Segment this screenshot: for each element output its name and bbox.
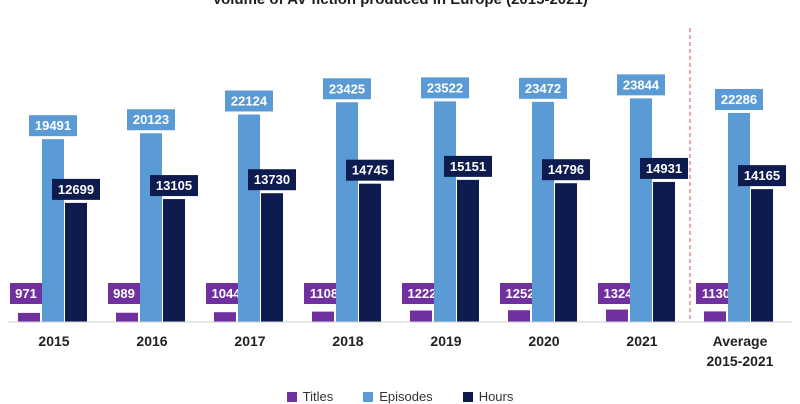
data-label-box-titles-4 [402,283,442,304]
bar-hours-0 [65,202,87,322]
bar-titles-5 [508,310,530,322]
legend-item-hours: Hours [462,389,514,404]
bar-hours-6 [653,181,675,322]
data-label-hours-3: 14745 [352,163,388,178]
legend-item-episodes: Episodes [363,389,433,404]
data-label-box-titles-6 [598,283,638,304]
data-label-hours-1: 13105 [156,178,192,193]
data-label-episodes-1: 20123 [133,112,169,127]
x-tick-label-5: 2020 [528,333,559,349]
bar-hours-1 [163,199,185,322]
data-label-titles-2: 1044 [212,286,242,301]
data-label-box-hours-5 [542,159,590,181]
data-label-box-hours-1 [150,175,198,197]
data-label-hours-7: 14165 [744,168,780,183]
bar-episodes-1 [140,133,162,322]
data-label-box-episodes-5 [519,77,567,99]
legend-label-episodes: Episodes [379,389,433,404]
legend: Titles Episodes Hours [0,389,800,404]
data-label-box-hours-6 [640,157,688,179]
data-label-episodes-2: 22124 [231,93,268,108]
bar-titles-1 [116,312,138,322]
data-label-episodes-0: 19491 [35,118,71,133]
legend-label-titles: Titles [302,389,334,404]
bar-titles-0 [18,312,40,322]
legend-swatch-titles [286,391,297,402]
bar-titles-3 [312,311,334,322]
data-label-box-episodes-2 [225,90,273,112]
data-label-titles-3: 1108 [310,286,338,301]
data-label-episodes-7: 22286 [721,92,757,107]
data-label-box-episodes-4 [421,77,469,99]
bar-titles-4 [410,310,432,322]
data-label-box-hours-4 [444,155,492,177]
data-label-box-hours-7 [738,165,786,187]
chart-title: Volume of AV fiction produced in Europe … [0,0,800,8]
bar-hours-2 [261,193,283,322]
x-tick-label-4: 2019 [430,333,461,349]
data-label-box-titles-0 [10,283,42,304]
data-label-episodes-6: 23844 [623,77,660,92]
legend-swatch-hours [462,391,473,402]
x-tick-label-0: 2015 [38,333,69,349]
x-tick-label-1: 2016 [136,333,167,349]
x-tick-label-6: 2021 [626,333,657,349]
bar-hours-4 [457,179,479,322]
data-label-box-titles-3 [304,283,344,304]
bar-episodes-4 [434,101,456,322]
data-label-hours-2: 13730 [254,172,290,187]
legend-swatch-episodes [363,391,374,402]
data-label-box-episodes-3 [323,78,371,100]
data-label-box-titles-7 [696,283,736,304]
data-label-titles-4: 1222 [408,286,437,301]
data-label-hours-6: 14931 [646,161,682,176]
data-label-box-episodes-0 [29,115,77,137]
data-label-box-hours-0 [52,178,100,200]
bar-hours-5 [555,183,577,322]
data-label-box-hours-3 [346,159,394,181]
data-label-episodes-5: 23472 [525,81,561,96]
bar-episodes-6 [630,98,652,322]
data-label-hours-4: 15151 [450,159,486,174]
data-label-box-titles-2 [206,283,246,304]
x-tick-label-7-0: Average [713,333,768,349]
legend-item-titles: Titles [286,389,334,404]
bar-titles-2 [214,312,236,322]
data-label-titles-0: 971 [15,286,37,301]
data-label-box-episodes-1 [127,109,175,131]
bar-episodes-5 [532,101,554,322]
data-label-hours-0: 12699 [58,182,94,197]
bar-episodes-0 [42,139,64,322]
data-label-episodes-3: 23425 [329,81,365,96]
bar-episodes-7 [728,112,750,322]
data-label-box-titles-5 [500,283,540,304]
data-label-episodes-4: 23522 [427,80,463,95]
data-label-box-episodes-7 [715,88,763,110]
x-tick-label-3: 2018 [332,333,363,349]
data-label-titles-1: 989 [113,286,135,301]
data-label-titles-5: 1252 [506,286,535,301]
bar-titles-6 [606,309,628,322]
bar-hours-7 [751,189,773,322]
bar-episodes-3 [336,102,358,322]
x-tick-label-7-1: 2015-2021 [707,353,774,369]
data-label-titles-7: 1130 [702,286,730,301]
data-label-box-hours-2 [248,169,296,191]
data-label-titles-6: 1324 [604,286,634,301]
bar-episodes-2 [238,114,260,322]
bar-hours-3 [359,183,381,322]
x-tick-label-2: 2017 [234,333,265,349]
data-label-box-titles-1 [108,283,140,304]
legend-label-hours: Hours [478,389,514,404]
bar-titles-7 [704,311,726,322]
data-label-hours-5: 14796 [548,162,584,177]
data-label-box-episodes-6 [617,74,665,96]
